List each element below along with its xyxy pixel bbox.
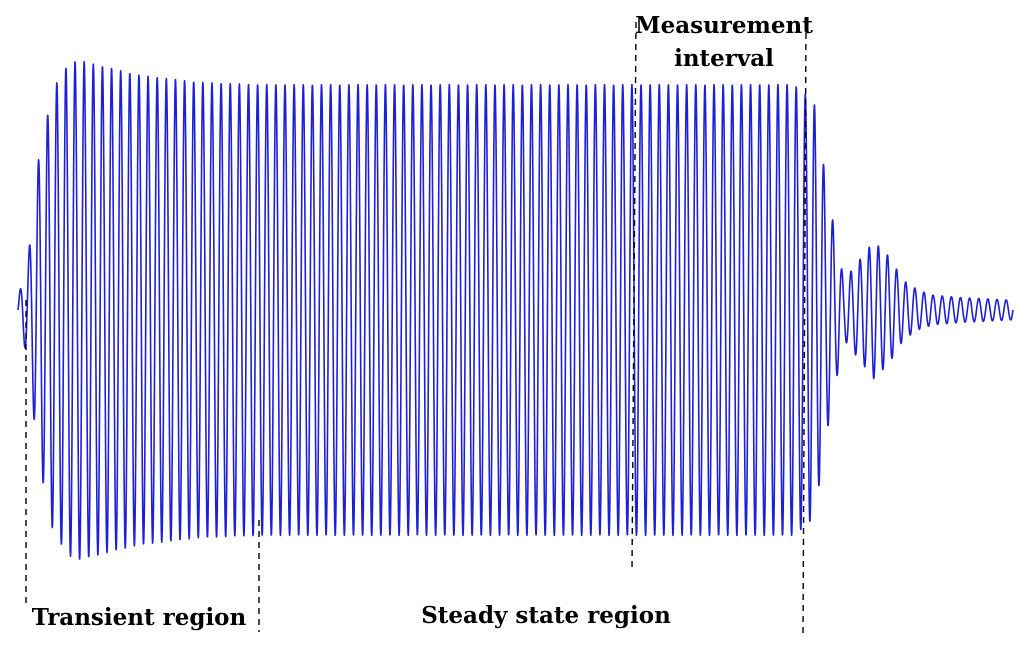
measurement-label-line2: interval — [674, 45, 774, 72]
transient-region-label: Transient region — [32, 604, 247, 631]
measurement-start-marker — [631, 21, 637, 571]
steady-state-region-label: Steady state region — [421, 602, 671, 629]
measurement-label-line1: Measurement — [635, 12, 813, 39]
measurement-end-marker — [802, 21, 807, 636]
signal-series-line — [17, 60, 1014, 560]
